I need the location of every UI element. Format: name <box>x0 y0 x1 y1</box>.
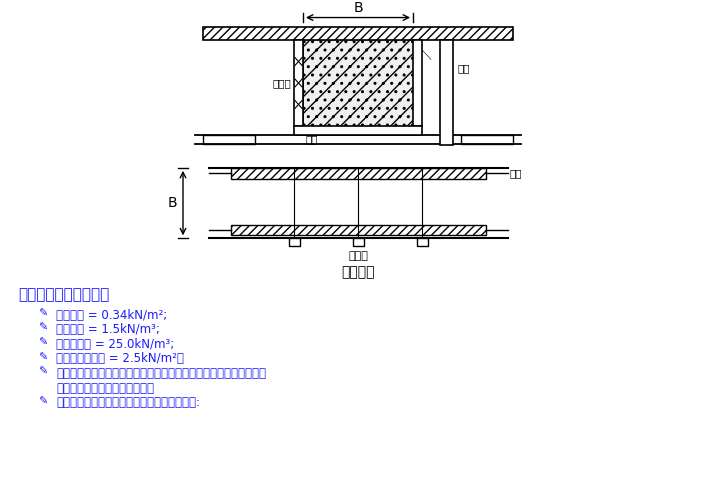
Bar <box>417 238 428 246</box>
Text: 模板自重 = 0.34kN/m²;: 模板自重 = 0.34kN/m²; <box>56 309 168 322</box>
Text: ✎: ✎ <box>38 338 47 348</box>
Text: 木方: 木方 <box>305 134 318 144</box>
Text: 施工荷载标准值 = 2.5kN/m²。: 施工荷载标准值 = 2.5kN/m²。 <box>56 353 184 366</box>
Text: 强度验算要考虑新浇混凝土侧压力和倾倒混凝土时产生的荷载；挠度: 强度验算要考虑新浇混凝土侧压力和倾倒混凝土时产生的荷载；挠度 <box>56 367 266 380</box>
Text: 验算只考虑新浇混凝土侧压力。: 验算只考虑新浇混凝土侧压力。 <box>56 382 154 395</box>
Bar <box>353 238 364 246</box>
Bar <box>413 40 422 126</box>
Text: B: B <box>353 0 363 14</box>
Text: 混凝土自重 = 25.0kN/m³;: 混凝土自重 = 25.0kN/m³; <box>56 338 174 351</box>
Bar <box>231 168 486 179</box>
Bar <box>289 238 300 246</box>
Text: 钢管: 钢管 <box>457 63 470 73</box>
Text: 胶合板: 胶合板 <box>273 78 291 88</box>
Bar <box>461 135 513 143</box>
Text: ✎: ✎ <box>38 396 47 406</box>
Text: 梁底模板: 梁底模板 <box>342 265 375 279</box>
Text: ✎: ✎ <box>38 323 47 333</box>
Text: 新浇混凝土侧压力计算公式为下式中的较小值:: 新浇混凝土侧压力计算公式为下式中的较小值: <box>56 396 200 409</box>
Bar <box>294 126 422 135</box>
Bar <box>303 40 413 126</box>
Text: ✎: ✎ <box>38 309 47 319</box>
Bar <box>440 40 453 145</box>
Text: 钢筋自重 = 1.5kN/m³;: 钢筋自重 = 1.5kN/m³; <box>56 323 160 336</box>
Bar <box>203 27 513 40</box>
Bar <box>231 225 486 236</box>
Text: ✎: ✎ <box>38 367 47 377</box>
Text: B: B <box>168 196 177 210</box>
Text: 梁模板荷载标准值计算: 梁模板荷载标准值计算 <box>18 287 109 302</box>
Bar <box>203 135 255 143</box>
Text: 木方: 木方 <box>510 168 523 178</box>
Text: 小横杆: 小横杆 <box>348 251 368 261</box>
Bar <box>294 40 303 126</box>
Text: ✎: ✎ <box>38 353 47 363</box>
